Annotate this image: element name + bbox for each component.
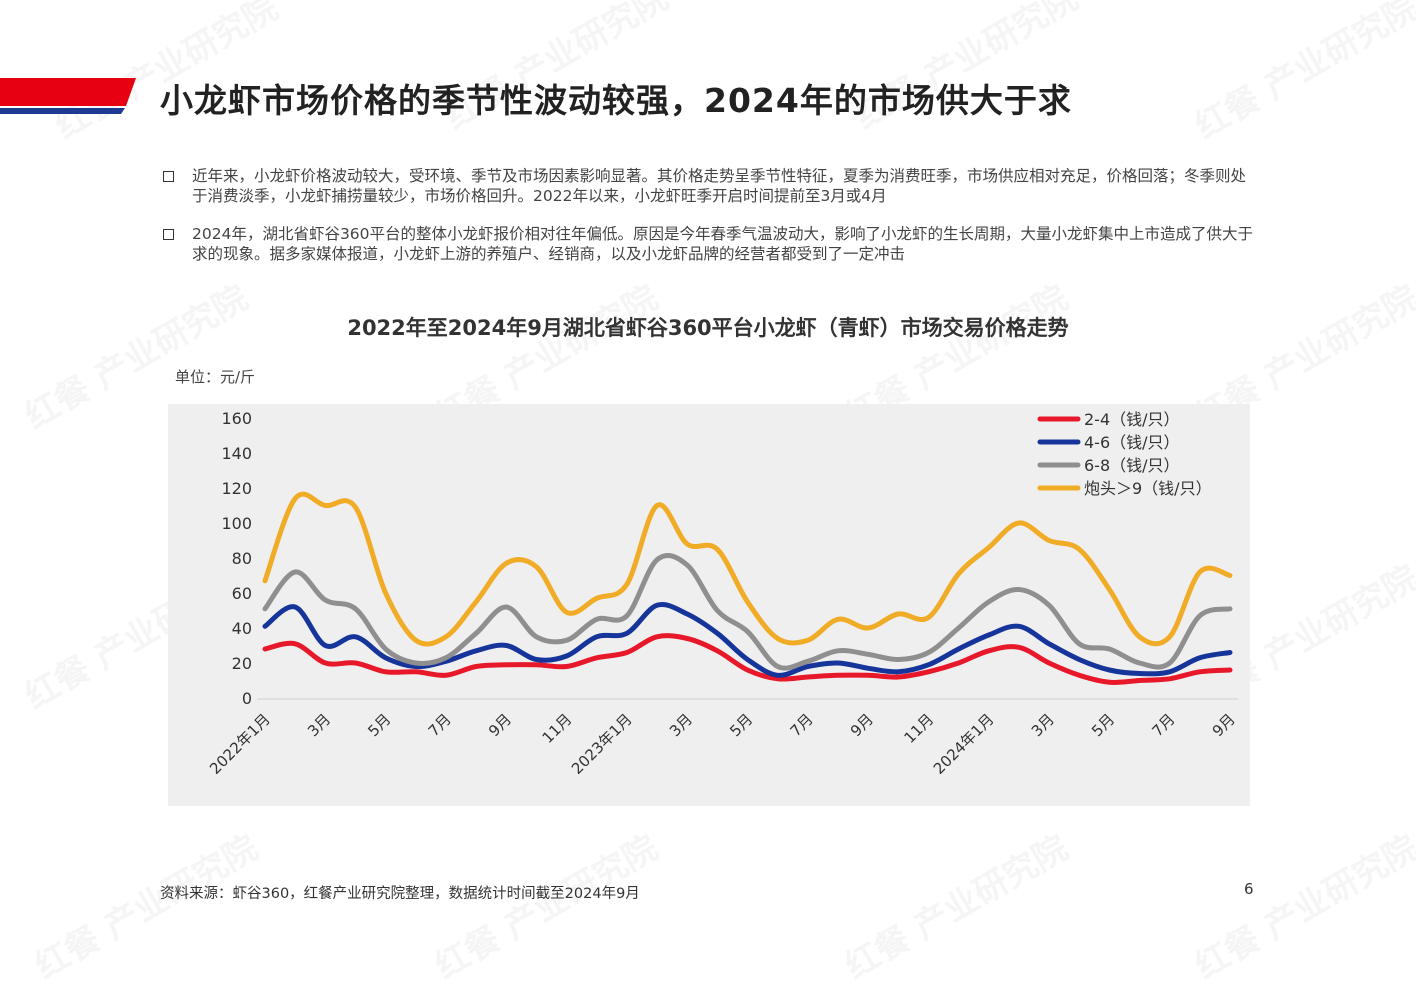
series-line-4-6 bbox=[262, 602, 1233, 678]
bullet-list: 近年来，小龙虾价格波动较大，受环境、季节及市场因素影响显著。其价格走势呈季节性特… bbox=[160, 166, 1260, 282]
title-accent-bar bbox=[0, 78, 136, 114]
checkbox-square-icon bbox=[163, 229, 174, 240]
series-line-2-4 bbox=[262, 633, 1233, 685]
y-tick-label: 40 bbox=[232, 619, 252, 638]
watermark: 红餐 产业研究院 bbox=[838, 827, 1075, 988]
page-number: 6 bbox=[1244, 880, 1254, 898]
watermark: 红餐 产业研究院 bbox=[1188, 0, 1416, 148]
checkbox-square-icon bbox=[163, 171, 174, 182]
legend-label: 6-8（钱/只） bbox=[1084, 456, 1180, 475]
page-title: 小龙虾市场价格的季节性波动较强，2024年的市场供大于求 bbox=[160, 81, 1072, 120]
y-tick-label: 120 bbox=[221, 479, 252, 498]
y-tick-label: 80 bbox=[232, 549, 252, 568]
legend-label: 4-6（钱/只） bbox=[1084, 433, 1180, 452]
y-tick-label: 160 bbox=[221, 409, 252, 428]
y-tick-label: 100 bbox=[221, 514, 252, 533]
bullet-item: 2024年，湖北省虾谷360平台的整体小龙虾报价相对往年偏低。原因是今年春季气温… bbox=[160, 224, 1260, 264]
y-tick-label: 140 bbox=[221, 444, 252, 463]
watermark: 红餐 产业研究院 bbox=[428, 827, 665, 988]
watermark: 红餐 产业研究院 bbox=[1188, 827, 1416, 988]
bullet-text: 2024年，湖北省虾谷360平台的整体小龙虾报价相对往年偏低。原因是今年春季气温… bbox=[192, 225, 1254, 263]
y-tick-label: 0 bbox=[242, 689, 252, 708]
y-tick-label: 20 bbox=[232, 654, 252, 673]
bullet-text: 近年来，小龙虾价格波动较大，受环境、季节及市场因素影响显著。其价格走势呈季节性特… bbox=[192, 167, 1247, 205]
legend-label: 炮头＞9（钱/只） bbox=[1084, 479, 1212, 498]
series-line-6-8 bbox=[262, 552, 1233, 671]
chart-unit-label: 单位：元/斤 bbox=[175, 368, 256, 386]
y-tick-label: 60 bbox=[232, 584, 252, 603]
legend-label: 2-4（钱/只） bbox=[1084, 410, 1180, 429]
bullet-item: 近年来，小龙虾价格波动较大，受环境、季节及市场因素影响显著。其价格走势呈季节性特… bbox=[160, 166, 1260, 206]
watermark: 红餐 产业研究院 bbox=[28, 827, 265, 988]
chart-title: 2022年至2024年9月湖北省虾谷360平台小龙虾（青虾）市场交易价格走势 bbox=[347, 316, 1069, 340]
series-line-paotou bbox=[262, 491, 1233, 647]
source-note: 资料来源：虾谷360，红餐产业研究院整理，数据统计时间截至2024年9月 bbox=[160, 886, 640, 902]
